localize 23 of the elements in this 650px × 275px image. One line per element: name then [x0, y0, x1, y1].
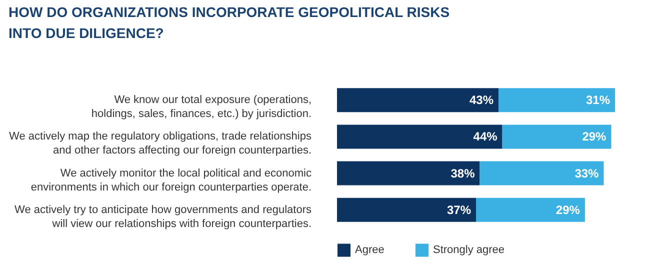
y-tick-label: We actively monitor the local political and economic environments in which our foreign counterparties operate. [30, 167, 312, 194]
data-label: 33% [574, 166, 600, 180]
y-tick-label: We actively map the regulatory obligations, trade relationships and other factors affecting our foreign counterparties. [9, 130, 312, 157]
chart-title: HOW DO ORGANIZATIONS INCORPORATE GEOPOLITICAL RISKS INTO DUE DILIGENCE? [8, 4, 450, 41]
data-label: 43% [470, 93, 494, 108]
bar [476, 198, 585, 222]
bar [337, 198, 476, 222]
data-label: 38% [450, 166, 476, 180]
bar [337, 124, 502, 149]
data-label: 29% [582, 130, 607, 144]
legend-label: Agree [355, 244, 384, 256]
bar [337, 88, 499, 112]
data-label: 37% [446, 202, 472, 217]
data-label: 44% [473, 130, 498, 144]
bar [480, 161, 604, 186]
bar [502, 124, 612, 149]
bar [498, 88, 615, 112]
legend-label: Strongly agree [433, 244, 505, 256]
data-label: 29% [556, 202, 580, 217]
y-tick-label: We actively try to anticipate how governments and regulators will view our relationships with foreign counterparties. [14, 204, 312, 230]
bar [337, 161, 480, 186]
data-label: 31% [586, 93, 610, 108]
y-tick-label: We know our total exposure (operations, holdings, sales, finances, etc.) by jurisdiction. [91, 94, 312, 120]
